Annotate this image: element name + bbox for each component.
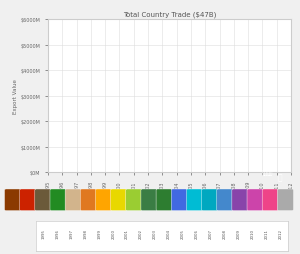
Y-axis label: Export Value: Export Value xyxy=(13,79,18,114)
Text: 金属: 金属 xyxy=(266,170,273,175)
Text: 机
儿: 机 儿 xyxy=(277,163,282,182)
Text: 2010: 2010 xyxy=(250,229,255,239)
Title: Total Country Trade ($47B): Total Country Trade ($47B) xyxy=(123,11,216,18)
Text: 2007: 2007 xyxy=(209,229,213,239)
Text: 2001: 2001 xyxy=(125,229,129,239)
Text: 2005: 2005 xyxy=(181,229,185,239)
Text: 2000: 2000 xyxy=(111,229,115,239)
Text: 2012: 2012 xyxy=(278,229,282,239)
Text: 1996: 1996 xyxy=(56,229,59,239)
Text: 2011: 2011 xyxy=(265,229,268,239)
Text: 1999: 1999 xyxy=(97,229,101,239)
Text: 1998: 1998 xyxy=(83,229,87,239)
Text: 2009: 2009 xyxy=(237,229,241,239)
Text: 2006: 2006 xyxy=(195,229,199,239)
Text: 纺织品: 纺织品 xyxy=(262,170,272,175)
Text: 2004: 2004 xyxy=(167,229,171,239)
Text: 1995: 1995 xyxy=(42,229,46,239)
Text: 1997: 1997 xyxy=(69,229,74,239)
X-axis label: Year: Year xyxy=(164,194,175,199)
Text: 2008: 2008 xyxy=(223,229,227,239)
Text: 2002: 2002 xyxy=(139,229,143,239)
Text: 2003: 2003 xyxy=(153,229,157,239)
